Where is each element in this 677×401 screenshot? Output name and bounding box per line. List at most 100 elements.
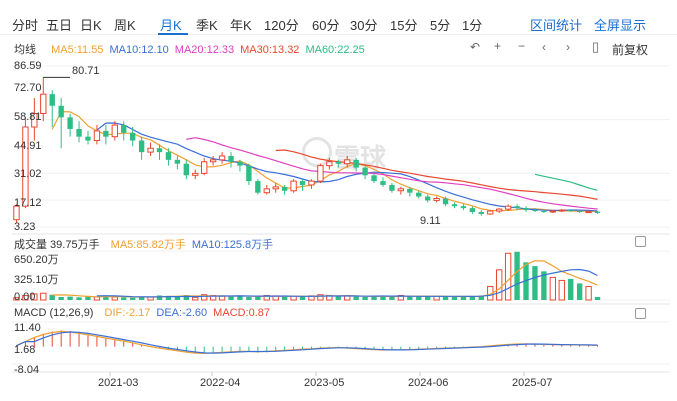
volume-axis-label-1: 325.10万: [14, 274, 59, 286]
date-axis-label-3: 2024-06: [408, 377, 449, 389]
macd-settings-icon[interactable]: [635, 308, 646, 319]
volume_legend-item-0: MA5:85.82万手: [110, 239, 186, 251]
tab-1[interactable]: 五日: [46, 18, 73, 33]
minus-icon[interactable]: −: [518, 39, 526, 53]
arrow-left-icon[interactable]: ‹: [542, 40, 546, 54]
volume-bar: [389, 296, 395, 300]
volume-bar: [478, 295, 484, 300]
volume-bar: [237, 295, 243, 300]
volume-bar: [40, 292, 47, 301]
volume-bar: [362, 296, 368, 300]
candle-body: [585, 211, 592, 214]
undo-icon[interactable]: ↶: [470, 40, 481, 54]
volume-bar: [416, 296, 422, 300]
tab-2[interactable]: 日K: [80, 18, 102, 33]
volume-bar: [558, 279, 565, 301]
candle-icon[interactable]: ▯: [592, 39, 600, 54]
volume-settings-icon[interactable]: [635, 236, 646, 247]
volume-bar: [49, 294, 55, 300]
candle-body: [496, 208, 503, 212]
candle-body: [165, 152, 172, 160]
volume-bar: [93, 296, 101, 301]
volume-bar: [76, 297, 82, 300]
candle-body: [49, 94, 55, 106]
candle-body: [201, 161, 208, 174]
arrow-right-icon[interactable]: ›: [566, 40, 570, 54]
ma5-line: [51, 110, 598, 213]
volume-bar: [138, 296, 145, 300]
tab-5[interactable]: 季K: [196, 18, 218, 33]
range-stats-link[interactable]: 区间统计: [530, 18, 583, 33]
volume-bar: [442, 296, 449, 300]
candle-body: [174, 159, 181, 164]
candle-body: [442, 198, 449, 205]
high-annotation: 80.71: [72, 65, 100, 77]
fullscreen-link[interactable]: 全屏显示: [594, 18, 647, 33]
volume-axis-label-0: 650.20万: [14, 254, 59, 266]
volume-bar: [353, 296, 359, 300]
candle-body: [469, 208, 476, 212]
volume_legend-item-1: MA10:125.8万手: [191, 239, 274, 251]
candle-body: [290, 180, 297, 192]
watermark-text: 雪球: [334, 143, 387, 173]
volume-bar: [568, 278, 574, 300]
tab-9[interactable]: 30分: [350, 18, 378, 33]
volume-bar: [585, 285, 592, 301]
tab-11[interactable]: 5分: [430, 18, 451, 33]
tab-6[interactable]: 年K: [230, 18, 252, 33]
ma-legend: 均线 MA5:11.55 MA10:12.10 MA20:12.33 MA30:13.…: [14, 41, 365, 57]
candle-body: [380, 181, 386, 185]
candle-body: [130, 132, 136, 141]
candle-body: [416, 192, 422, 197]
volume-bar: [121, 297, 127, 300]
candle-body: [308, 180, 315, 186]
candle-body: [335, 161, 341, 164]
ma_legend-item-0: MA5:11.55: [51, 44, 104, 56]
tab-8[interactable]: 60分: [312, 18, 340, 33]
candle-body: [93, 130, 101, 142]
tab-10[interactable]: 15分: [390, 18, 418, 33]
ma_legend-item-3: MA30:13.32: [240, 44, 300, 56]
adjust-label[interactable]: 前复权: [612, 43, 649, 57]
tab-0[interactable]: 分时: [12, 18, 39, 33]
volume-bar: [281, 296, 288, 300]
candle-body: [31, 112, 38, 128]
ma60-line: [534, 173, 598, 191]
volume-bar: [532, 266, 538, 300]
candle-body: [183, 163, 189, 176]
volume-bar: [407, 296, 413, 300]
macd-axis-label-0: 11.40: [14, 322, 41, 334]
tab-12[interactable]: 1分: [462, 18, 483, 33]
ma_legend-item-2: MA20:12.33: [174, 44, 235, 56]
candle-body: [281, 186, 288, 191]
candle-body: [192, 172, 199, 176]
volume-bar: [255, 296, 261, 300]
tab-4[interactable]: 月K: [160, 18, 182, 33]
plus-icon[interactable]: +: [494, 39, 502, 53]
candle-body: [147, 147, 154, 153]
volume-bar: [335, 296, 341, 300]
volume-bar: [460, 296, 467, 300]
date-axis-label-1: 2022-04: [200, 377, 241, 389]
ma20-line: [186, 137, 598, 210]
volume-bar: [504, 252, 512, 301]
volume-bar: [67, 296, 73, 300]
candle-body: [371, 175, 377, 182]
candle-body: [460, 206, 467, 209]
candle-body: [504, 205, 512, 210]
candle-body: [228, 155, 234, 162]
candle-body: [549, 210, 557, 213]
volume-bar: [13, 297, 20, 301]
tab-3[interactable]: 周K: [114, 18, 136, 33]
candle-body: [407, 188, 413, 193]
tab-7[interactable]: 120分: [264, 18, 299, 33]
date-axis-label-2: 2023-05: [304, 377, 345, 389]
candle-body: [558, 209, 565, 212]
candle-body: [263, 188, 270, 194]
volume-legend: 成交量 39.75万手 MA5:85.82万手 MA10:125.8万手: [14, 236, 273, 252]
candle-body: [272, 186, 279, 190]
candle-body: [523, 208, 529, 211]
date-axis-label-4: 2025-07: [512, 377, 553, 389]
candle-body: [433, 197, 440, 201]
